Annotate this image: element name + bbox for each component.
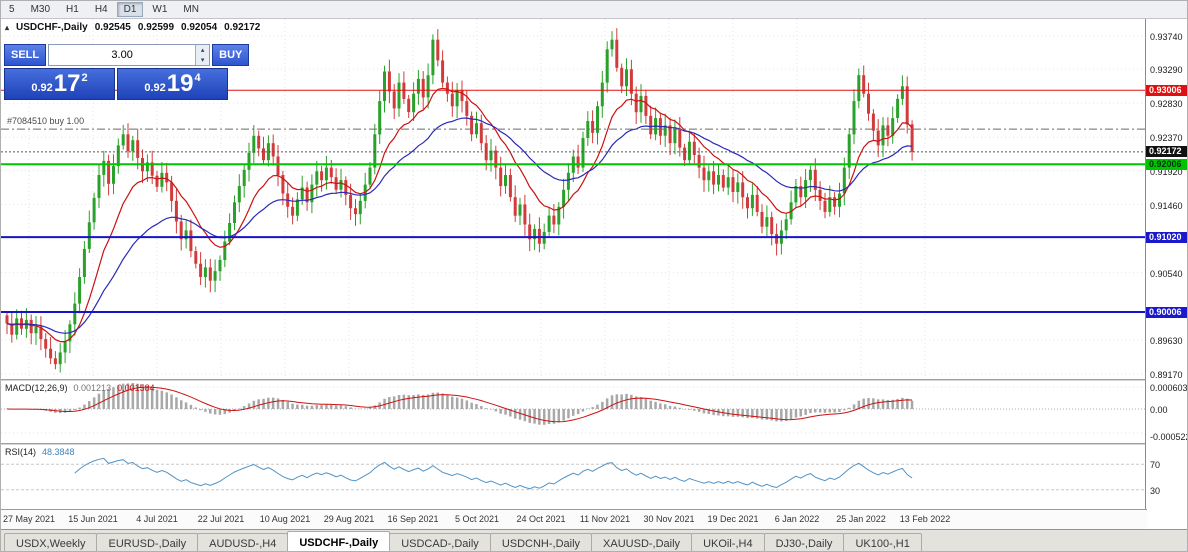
chart-tab[interactable]: UK100-,H1 xyxy=(843,533,922,551)
candlestick-chart[interactable] xyxy=(1,19,1147,379)
price-tick-label: 0.89630 xyxy=(1150,336,1183,346)
timeframe-button-h4[interactable]: H4 xyxy=(88,2,115,17)
buy-price-prefix: 0.92 xyxy=(144,82,166,94)
price-tick-label: 0.93740 xyxy=(1150,32,1183,42)
volume-control: ▴ ▾ xyxy=(48,44,211,66)
sell-price-prefix: 0.92 xyxy=(31,82,53,94)
timeframe-button-d1[interactable]: D1 xyxy=(116,2,144,17)
rsi-chart[interactable] xyxy=(1,445,1147,509)
rsi-scale-label: 70 xyxy=(1150,460,1161,470)
timeframe-button-m30[interactable]: M30 xyxy=(24,2,57,17)
price-tick-label: 0.92830 xyxy=(1150,99,1183,109)
rsi-header: RSI(14) 48.3848 xyxy=(5,447,75,457)
ohlc-close: 0.92172 xyxy=(224,22,261,33)
date-label: 19 Dec 2021 xyxy=(707,514,759,524)
volume-input[interactable] xyxy=(49,45,196,65)
buy-button[interactable]: BUY xyxy=(212,44,250,66)
date-label: 13 Feb 2022 xyxy=(899,514,951,524)
price-tick-label: 0.93290 xyxy=(1150,65,1183,75)
collapse-icon[interactable]: ▴ xyxy=(5,23,10,32)
rsi-value: 48.3848 xyxy=(42,447,75,457)
open-order-label: #7084510 buy 1.00 xyxy=(7,116,85,126)
date-axis[interactable]: 27 May 2021 15 Jun 2021 4 Jul 2021 22 Jul 2… xyxy=(1,509,1147,529)
timeframe-toolbar: 5 M30 H1 H4 D1 W1 MN xyxy=(1,1,1187,19)
sell-price-display[interactable]: 0.92 17 2 xyxy=(4,68,115,100)
timeframe-button-mn[interactable]: MN xyxy=(176,2,206,17)
date-label: 16 Sep 2021 xyxy=(387,514,439,524)
buy-price-display[interactable]: 0.92 19 4 xyxy=(117,68,228,100)
ohlc-low: 0.92054 xyxy=(181,22,218,33)
ohlc-open: 0.92545 xyxy=(94,22,131,33)
timeframe-button-5[interactable]: 5 xyxy=(2,2,22,17)
resistance-line-badge: 0.93006 xyxy=(1146,85,1187,96)
price-tick-label: 0.89170 xyxy=(1150,370,1183,380)
ohlc-high: 0.92599 xyxy=(137,22,175,33)
chart-tab[interactable]: UKOil-,H4 xyxy=(691,533,765,551)
date-label: 30 Nov 2021 xyxy=(643,514,695,524)
date-label: 25 Jan 2022 xyxy=(836,514,886,524)
date-label: 24 Oct 2021 xyxy=(516,514,566,524)
date-label: 11 Nov 2021 xyxy=(579,514,631,524)
chart-header: ▴ USDCHF-,Daily 0.92545 0.92599 0.92054 … xyxy=(5,22,260,33)
chart-tab[interactable]: USDCNH-,Daily xyxy=(489,533,593,551)
volume-up-icon[interactable]: ▴ xyxy=(196,45,210,55)
macd-label: MACD(12,26,9) xyxy=(5,383,68,393)
support-line-1-badge: 0.91020 xyxy=(1146,232,1187,243)
chart-tab[interactable]: XAUUSD-,Daily xyxy=(591,533,693,551)
macd-pane[interactable]: MACD(12,26,9) 0.001213 0.001584 xyxy=(1,381,1147,443)
timeframe-button-h1[interactable]: H1 xyxy=(59,2,86,17)
support-line-2-badge: 0.90006 xyxy=(1146,307,1187,318)
price-tick-label: 0.91460 xyxy=(1150,201,1183,211)
macd-chart[interactable] xyxy=(1,381,1147,443)
date-label: 27 May 2021 xyxy=(2,514,56,524)
date-label: 5 Oct 2021 xyxy=(454,514,500,524)
buy-price-point: 4 xyxy=(194,72,201,84)
timeframe-button-w1[interactable]: W1 xyxy=(145,2,174,17)
entry-line-badge: 0.92006 xyxy=(1146,159,1187,170)
volume-down-icon[interactable]: ▾ xyxy=(196,55,210,65)
macd-value-main: 0.001213 xyxy=(73,383,112,393)
date-label: 22 Jul 2021 xyxy=(197,514,245,524)
date-label: 15 Jun 2021 xyxy=(68,514,118,524)
volume-spinner: ▴ ▾ xyxy=(195,45,210,65)
date-label: 6 Jan 2022 xyxy=(774,514,820,524)
date-label: 29 Aug 2021 xyxy=(323,514,375,524)
sell-price-point: 2 xyxy=(81,72,88,84)
rsi-scale-label: 30 xyxy=(1150,486,1161,496)
sell-button[interactable]: SELL xyxy=(4,44,47,66)
chart-tab[interactable]: EURUSD-,Daily xyxy=(96,533,199,551)
chart-tab[interactable]: USDCHF-,Daily xyxy=(287,531,391,551)
current-price-line-badge: 0.92172 xyxy=(1146,146,1187,157)
pane-splitter[interactable] xyxy=(1,379,1187,381)
price-tick-label: 0.92370 xyxy=(1150,133,1183,143)
date-label: 4 Jul 2021 xyxy=(136,514,178,524)
sell-price-pips: 17 xyxy=(53,70,81,97)
price-tick-label: 0.90540 xyxy=(1150,269,1183,279)
chart-tab[interactable]: DJ30-,Daily xyxy=(763,533,845,551)
buy-price-pips: 19 xyxy=(166,70,194,97)
pane-splitter[interactable] xyxy=(1,443,1187,445)
macd-scale-label: 0.00 xyxy=(1150,405,1168,415)
macd-header: MACD(12,26,9) 0.001213 0.001584 xyxy=(5,383,155,393)
chart-tab[interactable]: USDX,Weekly xyxy=(4,533,98,551)
chart-tab[interactable]: AUDUSD-,H4 xyxy=(197,533,289,551)
macd-scale-label: -0.0005220 xyxy=(1150,432,1187,442)
chart-title: USDCHF-,Daily xyxy=(16,22,88,33)
date-label: 10 Aug 2021 xyxy=(259,514,311,524)
price-chart-pane[interactable]: ▴ USDCHF-,Daily 0.92545 0.92599 0.92054 … xyxy=(1,19,1147,379)
rsi-label: RSI(14) xyxy=(5,447,37,457)
price-axis[interactable]: 0.93740 0.93290 0.92830 0.92370 0.91920 0.914… xyxy=(1145,19,1187,509)
price-tick-label: 0.91920 xyxy=(1150,167,1183,177)
macd-value-signal: 0.001584 xyxy=(117,383,155,393)
chart-tab[interactable]: USDCAD-,Daily xyxy=(389,533,491,551)
chart-tabs-bar: USDX,Weekly EURUSD-,Daily AUDUSD-,H4 USDCHF… xyxy=(1,529,1187,551)
rsi-pane[interactable]: RSI(14) 48.3848 xyxy=(1,445,1147,509)
macd-scale-label: 0.0006038 xyxy=(1150,383,1188,393)
